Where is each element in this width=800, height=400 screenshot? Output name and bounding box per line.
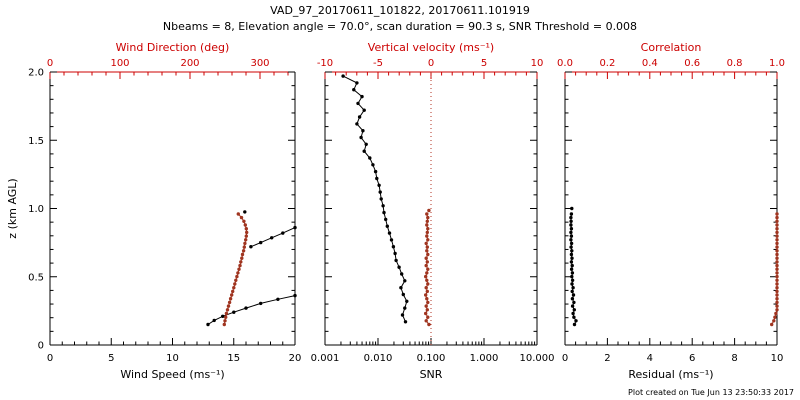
- wind-top-tick-label: 100: [110, 58, 129, 69]
- residual-top-axis-title: Correlation: [641, 41, 702, 54]
- wind-speed-point: [243, 210, 247, 214]
- snr-top-tick-label: 0: [428, 58, 434, 69]
- plot-title: VAD_97_20170611_101822, 20170611.101919: [270, 4, 530, 17]
- y-tick-label: 0: [38, 341, 44, 352]
- wind-bottom-tick-label: 20: [289, 353, 302, 364]
- residual-bottom-tick-label: 2: [604, 353, 610, 364]
- wind-bottom-tick-label: 15: [227, 353, 240, 364]
- residual-bottom-tick-label: 10: [771, 353, 784, 364]
- residual-top-tick-label: 0.0: [557, 58, 573, 69]
- residual-line: [570, 213, 577, 325]
- wind-top-tick-label: 0: [47, 58, 53, 69]
- y-tick-label: 0.5: [28, 272, 44, 283]
- residual-top-tick-label: 0.4: [642, 58, 658, 69]
- wind-bottom-axis-title: Wind Speed (ms⁻¹): [120, 368, 224, 381]
- vertical-velocity-line: [425, 213, 430, 325]
- plot-created-timestamp: Plot created on Tue Jun 13 23:50:33 2017: [628, 388, 794, 397]
- snr-top-axis-title: Vertical velocity (ms⁻¹): [368, 41, 494, 54]
- wind-speed-line: [250, 227, 296, 248]
- wind-top-tick-label: 300: [250, 58, 269, 69]
- snr-bottom-tick-label: 1.000: [470, 353, 499, 364]
- snr-bottom-tick-label: 10.000: [520, 353, 555, 364]
- snr-point: [341, 74, 345, 78]
- wind-speed-line: [207, 295, 296, 325]
- plot-subtitle: Nbeams = 8, Elevation angle = 70.0°, sca…: [162, 20, 638, 33]
- residual-top-tick-label: 0.8: [727, 58, 743, 69]
- snr-top-tick-label: -10: [317, 58, 333, 69]
- panel-residual: 0 2 4 6 8 10 Residual (ms⁻¹) 0.0 0.2 0.4 0.6 0.8 1.0…: [557, 41, 785, 381]
- wind-top-axis-title: Wind Direction (deg): [116, 41, 230, 54]
- snr-top-tick-label: 10: [531, 58, 544, 69]
- series-residual: [569, 206, 578, 327]
- residual-top-tick-label: 0.2: [599, 58, 615, 69]
- wind-bottom-tick-label: 5: [108, 353, 114, 364]
- snr-top-tick-label: -5: [373, 58, 383, 69]
- series-correlation: [770, 212, 779, 327]
- snr-bottom-axis-title: SNR: [420, 368, 443, 381]
- wind-bottom-tick-label: 10: [166, 353, 179, 364]
- snr-top-tick-label: 5: [481, 58, 487, 69]
- correlation-line: [771, 214, 778, 325]
- wind-speed-point: [293, 293, 297, 298]
- series-wind-direction: [222, 212, 249, 327]
- series-snr: [341, 74, 409, 324]
- series-vertical-velocity: [424, 208, 431, 327]
- residual-bottom-tick-label: 6: [689, 353, 695, 364]
- wind-top-tick-label: 200: [180, 58, 199, 69]
- panel-wind: 0 5 10 15 20 Wind Speed (ms⁻¹) 0 100 200 300 Wind …: [28, 41, 301, 381]
- y-tick-label: 1.0: [28, 204, 44, 215]
- y-tick-label: 1.5: [28, 136, 44, 147]
- residual-bottom-tick-label: 4: [647, 353, 653, 364]
- wind-bottom-tick-label: 0: [47, 353, 53, 364]
- residual-top-tick-label: 1.0: [769, 58, 785, 69]
- panel-snr: 0.001 0.010 0.100 1.000 10.000 SNR -10 -5 0 5 10 Ve…: [311, 41, 555, 381]
- residual-top-tick-label: 0.6: [684, 58, 700, 69]
- snr-bottom-tick-label: 0.010: [364, 353, 393, 364]
- wind-direction-line: [223, 213, 248, 325]
- residual-point: [570, 206, 574, 211]
- series-wind-speed: [206, 210, 297, 327]
- snr-bottom-tick-label: 0.100: [417, 353, 446, 364]
- snr-bottom-tick-label: 0.001: [311, 353, 340, 364]
- vertical-velocity-point: [427, 208, 431, 213]
- y-axis-title: z (km AGL): [6, 178, 19, 238]
- snr-line: [342, 75, 408, 323]
- residual-bottom-axis-title: Residual (ms⁻¹): [628, 368, 713, 381]
- residual-bottom-tick-label: 0: [562, 353, 568, 364]
- y-tick-label: 2.0: [28, 68, 44, 79]
- residual-bottom-tick-label: 8: [731, 353, 737, 364]
